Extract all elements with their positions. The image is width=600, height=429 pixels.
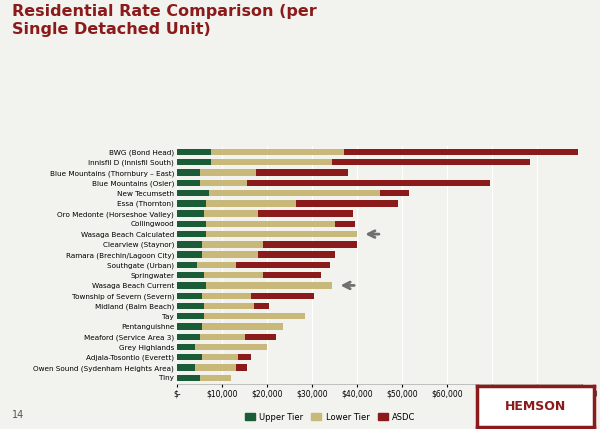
Bar bbox=[199, 375, 231, 381]
Bar bbox=[251, 293, 314, 299]
Text: 14: 14 bbox=[12, 411, 24, 420]
Bar bbox=[177, 159, 211, 166]
Bar bbox=[202, 251, 258, 258]
Bar bbox=[177, 262, 197, 268]
Bar bbox=[204, 303, 254, 309]
Bar bbox=[204, 210, 258, 217]
Bar bbox=[296, 200, 398, 206]
Bar bbox=[177, 169, 199, 176]
Legend: Upper Tier, Lower Tier, ASDC: Upper Tier, Lower Tier, ASDC bbox=[241, 409, 419, 425]
Bar bbox=[256, 169, 348, 176]
Bar bbox=[209, 190, 380, 196]
Bar bbox=[177, 334, 199, 340]
Bar bbox=[235, 262, 330, 268]
Bar bbox=[199, 169, 256, 176]
Bar bbox=[263, 241, 357, 248]
Bar bbox=[177, 231, 206, 237]
Bar bbox=[177, 313, 204, 320]
Bar bbox=[177, 354, 202, 360]
Bar bbox=[202, 241, 263, 248]
Bar bbox=[177, 251, 202, 258]
Bar bbox=[177, 282, 206, 289]
Bar bbox=[343, 149, 577, 155]
Bar bbox=[177, 293, 202, 299]
Bar bbox=[199, 180, 247, 186]
Bar bbox=[177, 272, 204, 278]
Text: HEMSON: HEMSON bbox=[505, 400, 566, 413]
Bar bbox=[204, 313, 305, 320]
Bar bbox=[177, 375, 199, 381]
Bar bbox=[258, 210, 353, 217]
Bar bbox=[245, 334, 276, 340]
Bar bbox=[199, 334, 245, 340]
Bar bbox=[204, 272, 263, 278]
Bar bbox=[206, 221, 335, 227]
Bar bbox=[211, 149, 343, 155]
Bar bbox=[195, 364, 235, 371]
Bar bbox=[380, 190, 409, 196]
Text: Residential Rate Comparison (per
Single Detached Unit): Residential Rate Comparison (per Single … bbox=[12, 4, 317, 37]
Bar bbox=[177, 344, 195, 350]
Bar bbox=[332, 159, 530, 166]
Bar bbox=[206, 231, 357, 237]
Bar bbox=[177, 323, 202, 329]
Bar bbox=[238, 354, 251, 360]
Bar bbox=[335, 221, 355, 227]
Bar bbox=[235, 364, 247, 371]
Bar bbox=[202, 323, 283, 329]
Bar bbox=[177, 210, 204, 217]
Bar bbox=[177, 190, 209, 196]
Bar bbox=[177, 241, 202, 248]
Bar bbox=[206, 282, 332, 289]
Bar bbox=[202, 354, 238, 360]
Bar bbox=[206, 200, 296, 206]
Bar bbox=[202, 293, 251, 299]
Bar bbox=[247, 180, 490, 186]
Bar bbox=[177, 221, 206, 227]
Bar bbox=[177, 364, 195, 371]
Bar bbox=[263, 272, 321, 278]
Bar bbox=[195, 344, 267, 350]
Bar bbox=[177, 200, 206, 206]
Bar bbox=[197, 262, 235, 268]
Bar bbox=[177, 303, 204, 309]
Bar bbox=[211, 159, 332, 166]
Bar bbox=[177, 180, 199, 186]
Bar bbox=[258, 251, 335, 258]
Bar bbox=[254, 303, 269, 309]
Bar bbox=[177, 149, 211, 155]
